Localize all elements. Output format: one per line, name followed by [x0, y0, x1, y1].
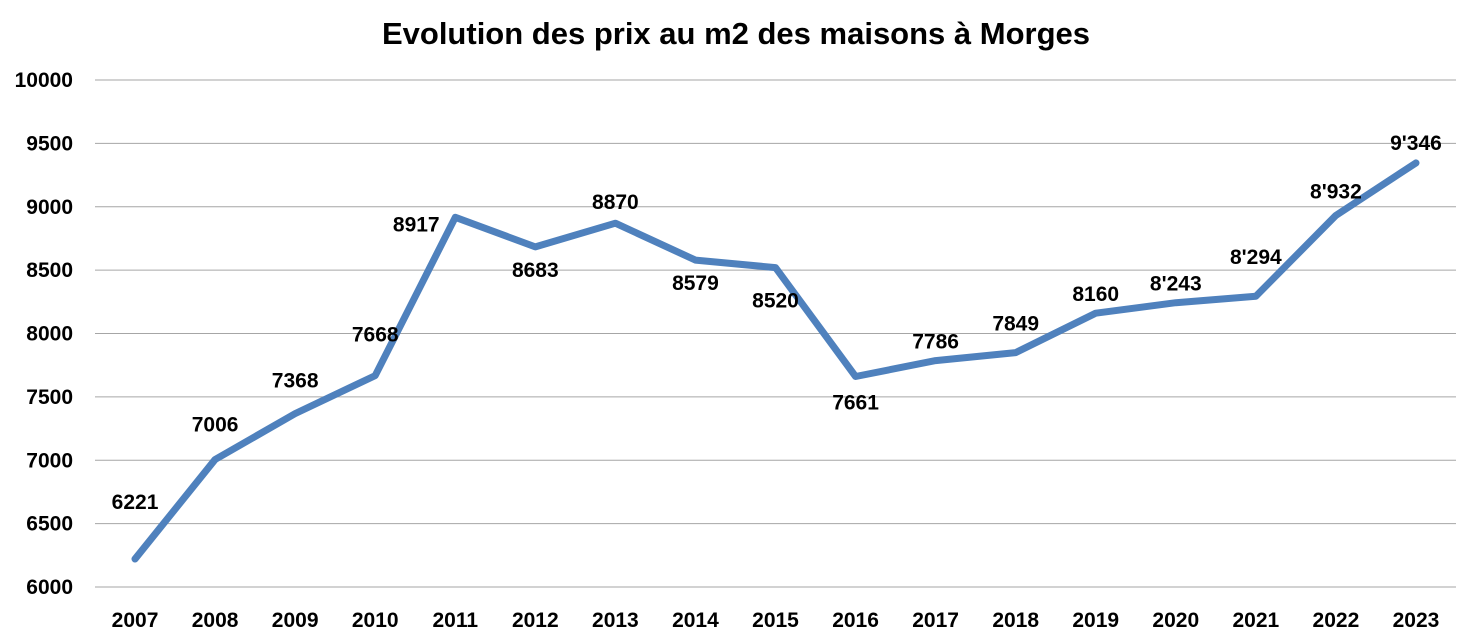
data-label: 7786 — [912, 331, 959, 354]
x-tick-label: 2019 — [1072, 609, 1119, 632]
x-tick-label: 2016 — [832, 609, 879, 632]
y-tick-label: 6500 — [26, 513, 73, 536]
data-labels: 6221 7006 7368 7668 8917 8683 8870 8579 8520 7661… — [112, 132, 1442, 514]
data-label: 8520 — [752, 290, 799, 313]
x-tick-label: 2011 — [432, 609, 478, 632]
series-line — [131, 159, 1420, 563]
x-tick-label: 2013 — [592, 609, 639, 632]
y-tick-label: 8000 — [26, 323, 73, 346]
data-label: 7661 — [832, 391, 879, 414]
y-tick-label: 7500 — [26, 386, 73, 409]
data-label: 8160 — [1072, 283, 1119, 306]
data-label: 9'346 — [1390, 132, 1442, 155]
chart-title: Evolution des prix au m2 des maisons à M… — [382, 16, 1090, 51]
x-axis-ticks: 2007 2008 2009 2010 2011 2012 2013 2014 2015 2016… — [112, 609, 1440, 632]
x-tick-label: 2007 — [112, 609, 159, 632]
x-tick-label: 2008 — [192, 609, 239, 632]
data-label: 8'932 — [1310, 180, 1362, 203]
x-tick-label: 2015 — [752, 609, 799, 632]
x-tick-label: 2009 — [272, 609, 319, 632]
y-tick-label: 9000 — [26, 196, 73, 219]
x-tick-label: 2022 — [1313, 609, 1360, 632]
x-tick-label: 2020 — [1152, 609, 1199, 632]
x-tick-label: 2021 — [1232, 609, 1279, 632]
data-label: 6221 — [112, 491, 159, 514]
data-label: 7668 — [352, 324, 399, 347]
data-label: 8579 — [672, 272, 719, 295]
data-label: 7849 — [992, 313, 1039, 336]
x-tick-label: 2014 — [672, 609, 719, 632]
y-tick-label: 10000 — [15, 69, 73, 92]
x-tick-label: 2018 — [992, 609, 1039, 632]
x-tick-label: 2012 — [512, 609, 559, 632]
y-tick-label: 6000 — [26, 576, 73, 599]
x-tick-label: 2010 — [352, 609, 399, 632]
data-label: 8683 — [512, 259, 559, 282]
y-tick-label: 7000 — [26, 449, 73, 472]
x-tick-label: 2023 — [1393, 609, 1440, 632]
y-axis-ticks: 6000 6500 7000 7500 8000 8500 9000 9500 10000 — [15, 69, 73, 599]
data-label: 7368 — [272, 370, 319, 393]
series-line-group — [131, 159, 1420, 563]
data-label: 8'294 — [1230, 246, 1282, 269]
data-label: 8870 — [592, 191, 639, 214]
x-tick-label: 2017 — [912, 609, 959, 632]
data-label: 8917 — [393, 213, 440, 236]
gridlines — [95, 79, 1456, 588]
data-label: 7006 — [192, 413, 239, 436]
y-tick-label: 8500 — [26, 259, 73, 282]
y-tick-label: 9500 — [26, 132, 73, 155]
data-label: 8'243 — [1150, 273, 1202, 296]
